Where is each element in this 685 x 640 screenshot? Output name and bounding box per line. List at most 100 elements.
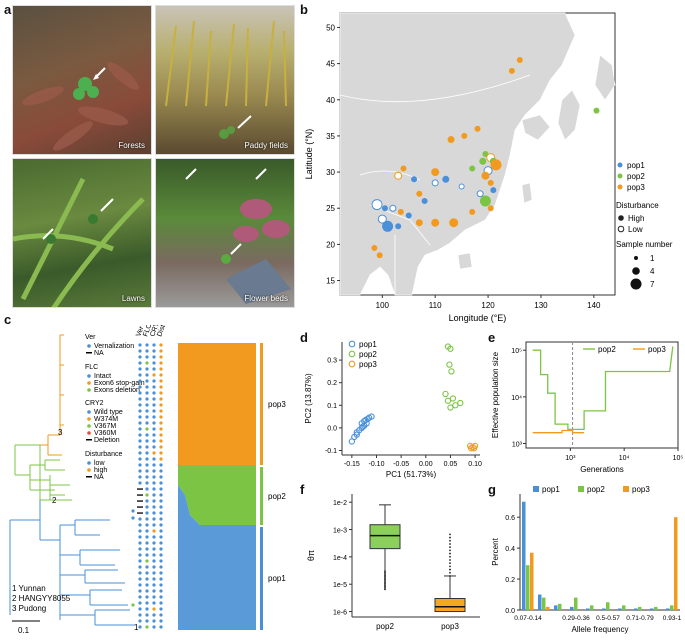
panel-label-g: g	[488, 482, 496, 497]
annot-dash	[137, 512, 143, 514]
annot-dot	[159, 559, 163, 563]
afs-ylabel: Percent	[491, 537, 500, 565]
annot-dot	[138, 379, 142, 383]
sample-dot	[376, 252, 383, 259]
legend-dot	[87, 431, 91, 435]
annot-dot	[152, 547, 156, 551]
annot-dot	[138, 469, 142, 473]
legend-item: high	[94, 467, 107, 474]
map-ytick-label: 50	[326, 23, 335, 32]
annot-dash	[137, 494, 143, 496]
afs-xtick-label: 0.93-1	[663, 615, 682, 622]
annot-dot	[152, 355, 156, 359]
afs-bar	[602, 608, 606, 610]
annot-dot	[152, 409, 156, 413]
annot-dot	[145, 391, 149, 395]
lawn-illustration	[13, 177, 145, 307]
annot-dot	[152, 619, 156, 623]
annot-dot	[159, 457, 163, 461]
afs-bar	[526, 565, 530, 610]
box-outlier	[384, 577, 386, 580]
box-outlier	[449, 568, 451, 571]
map-xtick-label: 110	[429, 301, 442, 310]
afs-xlabel: Allele frequency	[572, 625, 629, 634]
annot-dot	[145, 523, 149, 527]
box-outlier	[384, 582, 386, 585]
box-outlier	[384, 574, 386, 577]
col-header-flc: FLC	[142, 325, 153, 338]
map-ytick-label: 15	[326, 277, 335, 286]
annot-dot	[152, 505, 156, 509]
sample-dot	[469, 165, 476, 172]
annot-dot	[159, 619, 163, 623]
legend-dot	[87, 424, 91, 428]
structure-pop2-block	[178, 465, 256, 525]
annot-dot	[138, 535, 142, 539]
sample-dot	[431, 218, 440, 227]
panel-label-f: f	[300, 482, 305, 497]
sample-dot	[474, 125, 481, 132]
photo-lawns: Lawns	[12, 158, 152, 308]
ne-xtick-label: 10³	[565, 455, 576, 462]
col-header-ver: Ver	[135, 325, 145, 338]
box-outlier	[449, 571, 451, 574]
pca-xtick-label: -0.15	[344, 461, 360, 468]
afs-bar	[654, 606, 658, 610]
box-outlier	[449, 559, 451, 561]
annot-dot	[159, 391, 163, 395]
box-outlier	[449, 552, 451, 555]
annot-dot	[152, 493, 156, 497]
annot-dot	[145, 559, 149, 563]
sample-dot	[481, 171, 490, 180]
annot-dot	[159, 553, 163, 557]
annot-dot	[145, 373, 149, 377]
annot-dot	[145, 601, 149, 605]
sample-dot	[382, 220, 394, 232]
map-xtick-label: 130	[534, 301, 548, 310]
legend-dot	[87, 468, 91, 472]
annot-dot	[159, 529, 163, 533]
annot-dot	[138, 463, 142, 467]
afs-bar	[522, 501, 526, 610]
annot-dot	[159, 385, 163, 389]
annot-dot	[138, 481, 142, 485]
map-ylabel: Latitude (°N)	[304, 129, 314, 180]
annot-dot	[138, 457, 142, 461]
annot-dot	[138, 571, 142, 575]
annot-dot	[145, 619, 149, 623]
forest-leaves-illustration	[22, 62, 139, 151]
annot-dot	[152, 559, 156, 563]
annot-dot	[138, 445, 142, 449]
annot-dot	[145, 379, 149, 383]
legend-high-dot	[618, 215, 624, 221]
map-xtick-label: 140	[587, 301, 601, 310]
annot-dot	[152, 445, 156, 449]
afs-ytick-label: 0.4	[505, 546, 515, 553]
box-outlier	[449, 546, 451, 549]
annot-dot	[145, 451, 149, 455]
structure-pop3-block	[178, 343, 256, 465]
ne-ylabel: Effective population size	[491, 351, 500, 438]
pca-xtick-label: -0.05	[393, 461, 409, 468]
box-body	[369, 524, 401, 550]
annot-dot	[152, 523, 156, 527]
legend-item: Deletion	[94, 437, 120, 444]
sample-dot	[482, 151, 489, 157]
afs-bar	[570, 606, 574, 610]
tree-legend: Ver Vernalization NA FLC Intact Exon6 st…	[85, 334, 145, 481]
annot-dot	[145, 433, 149, 437]
sample-dot	[490, 159, 502, 171]
legend-size-dot	[630, 278, 642, 290]
annot-dot	[152, 565, 156, 569]
annot-dot	[159, 589, 163, 593]
annot-dot	[131, 603, 135, 607]
legend-high-label: High	[628, 214, 644, 223]
legend-dash	[86, 352, 92, 354]
annot-dash	[137, 506, 143, 508]
legend-size-label: 1	[650, 254, 655, 263]
annot-dot	[145, 481, 149, 485]
annot-dot	[159, 565, 163, 569]
sample-dot	[487, 179, 494, 186]
pca-point	[470, 445, 478, 452]
annot-dot	[159, 409, 163, 413]
